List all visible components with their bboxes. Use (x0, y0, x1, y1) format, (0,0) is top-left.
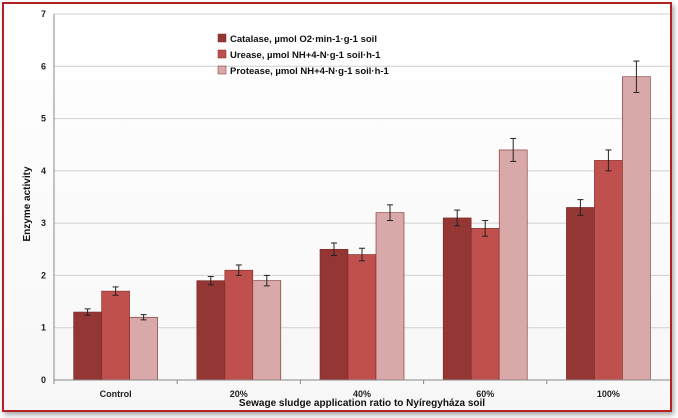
bar-1-2 (196, 280, 226, 381)
legend-label-1: Catalase, µmol O2·min-1·g-1 soil (230, 34, 377, 45)
y-tick-labels: 0 1 2 3 4 5 6 7 (41, 9, 46, 385)
y-tick-label: 2 (41, 270, 46, 280)
y-tick-label: 1 (41, 323, 46, 333)
x-tick-label: 60% (476, 389, 494, 399)
legend-label-2: Urease, µmol NH+4-N·g-1 soil·h-1 (230, 50, 381, 61)
y-axis-title: Enzyme activity (22, 166, 33, 241)
bar-1-4 (442, 217, 472, 381)
bar-3-2 (252, 280, 282, 381)
x-tick-label: 20% (230, 389, 248, 399)
bar-3-1 (129, 316, 158, 381)
y-tick-label: 7 (41, 9, 46, 19)
y-tick-label: 6 (41, 61, 46, 71)
bars (73, 60, 651, 381)
y-tick-label: 4 (41, 166, 46, 176)
enzyme-activity-chart: 0 1 2 3 4 5 6 7 Control 20% 40% 60% 100% Enzyme act… (22, 9, 670, 409)
x-axis-title: Sewage sludge application ratio to Nyíre… (239, 398, 485, 409)
bar-2-1 (101, 290, 130, 381)
y-tick-label: 0 (41, 375, 46, 385)
bar-1-1 (73, 311, 102, 381)
y-tick-label: 3 (41, 218, 46, 228)
x-tick-label: 40% (353, 389, 371, 399)
bar-3-3 (375, 212, 405, 381)
bar-2-4 (470, 228, 500, 381)
x-tick-label: Control (100, 389, 132, 399)
x-tick-label: 100% (597, 389, 620, 399)
bar-3-5 (622, 76, 651, 381)
legend-swatch-1 (217, 33, 227, 43)
legend: Catalase, µmol O2·min-1·g-1 soil Urease, … (217, 33, 390, 77)
bar-2-5 (594, 160, 623, 381)
bar-2-2 (224, 269, 254, 381)
y-tick-label: 5 (41, 114, 46, 124)
gridlines (54, 13, 670, 329)
x-tick-labels: Control 20% 40% 60% 100% (53, 380, 620, 399)
bar-3-4 (498, 149, 528, 381)
bar-2-3 (347, 254, 377, 381)
legend-swatch-2 (217, 49, 227, 59)
bar-1-5 (566, 207, 595, 381)
legend-label-3: Protease, µmol NH+4-N·g-1 soil·h-1 (230, 66, 390, 77)
legend-swatch-3 (217, 65, 227, 75)
axes (53, 14, 670, 381)
chart-frame: 0 1 2 3 4 5 6 7 Control 20% 40% 60% 100% Enzyme act… (2, 2, 672, 412)
bar-1-3 (319, 248, 349, 381)
